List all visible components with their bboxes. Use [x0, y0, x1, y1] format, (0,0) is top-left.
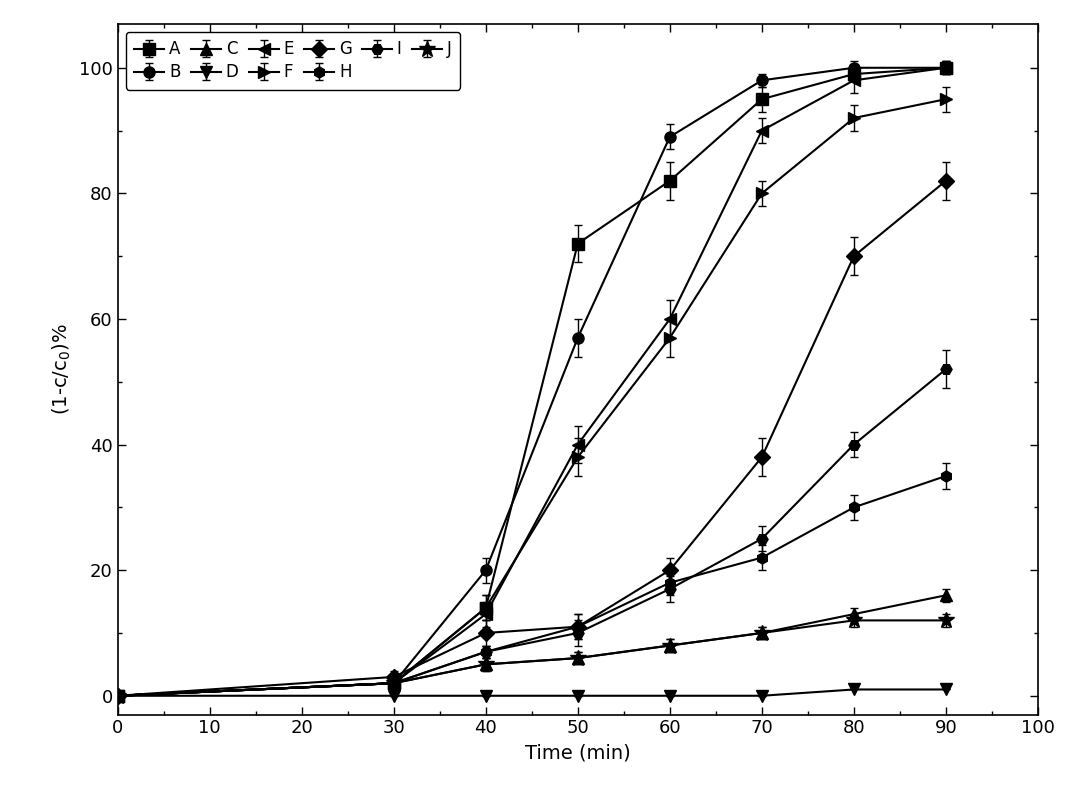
Y-axis label: (1-c/c$_0$)%: (1-c/c$_0$)%	[51, 323, 74, 415]
X-axis label: Time (min): Time (min)	[525, 743, 630, 762]
Legend: A, B, C, D, E, F, G, H, I, J: A, B, C, D, E, F, G, H, I, J	[126, 32, 460, 90]
